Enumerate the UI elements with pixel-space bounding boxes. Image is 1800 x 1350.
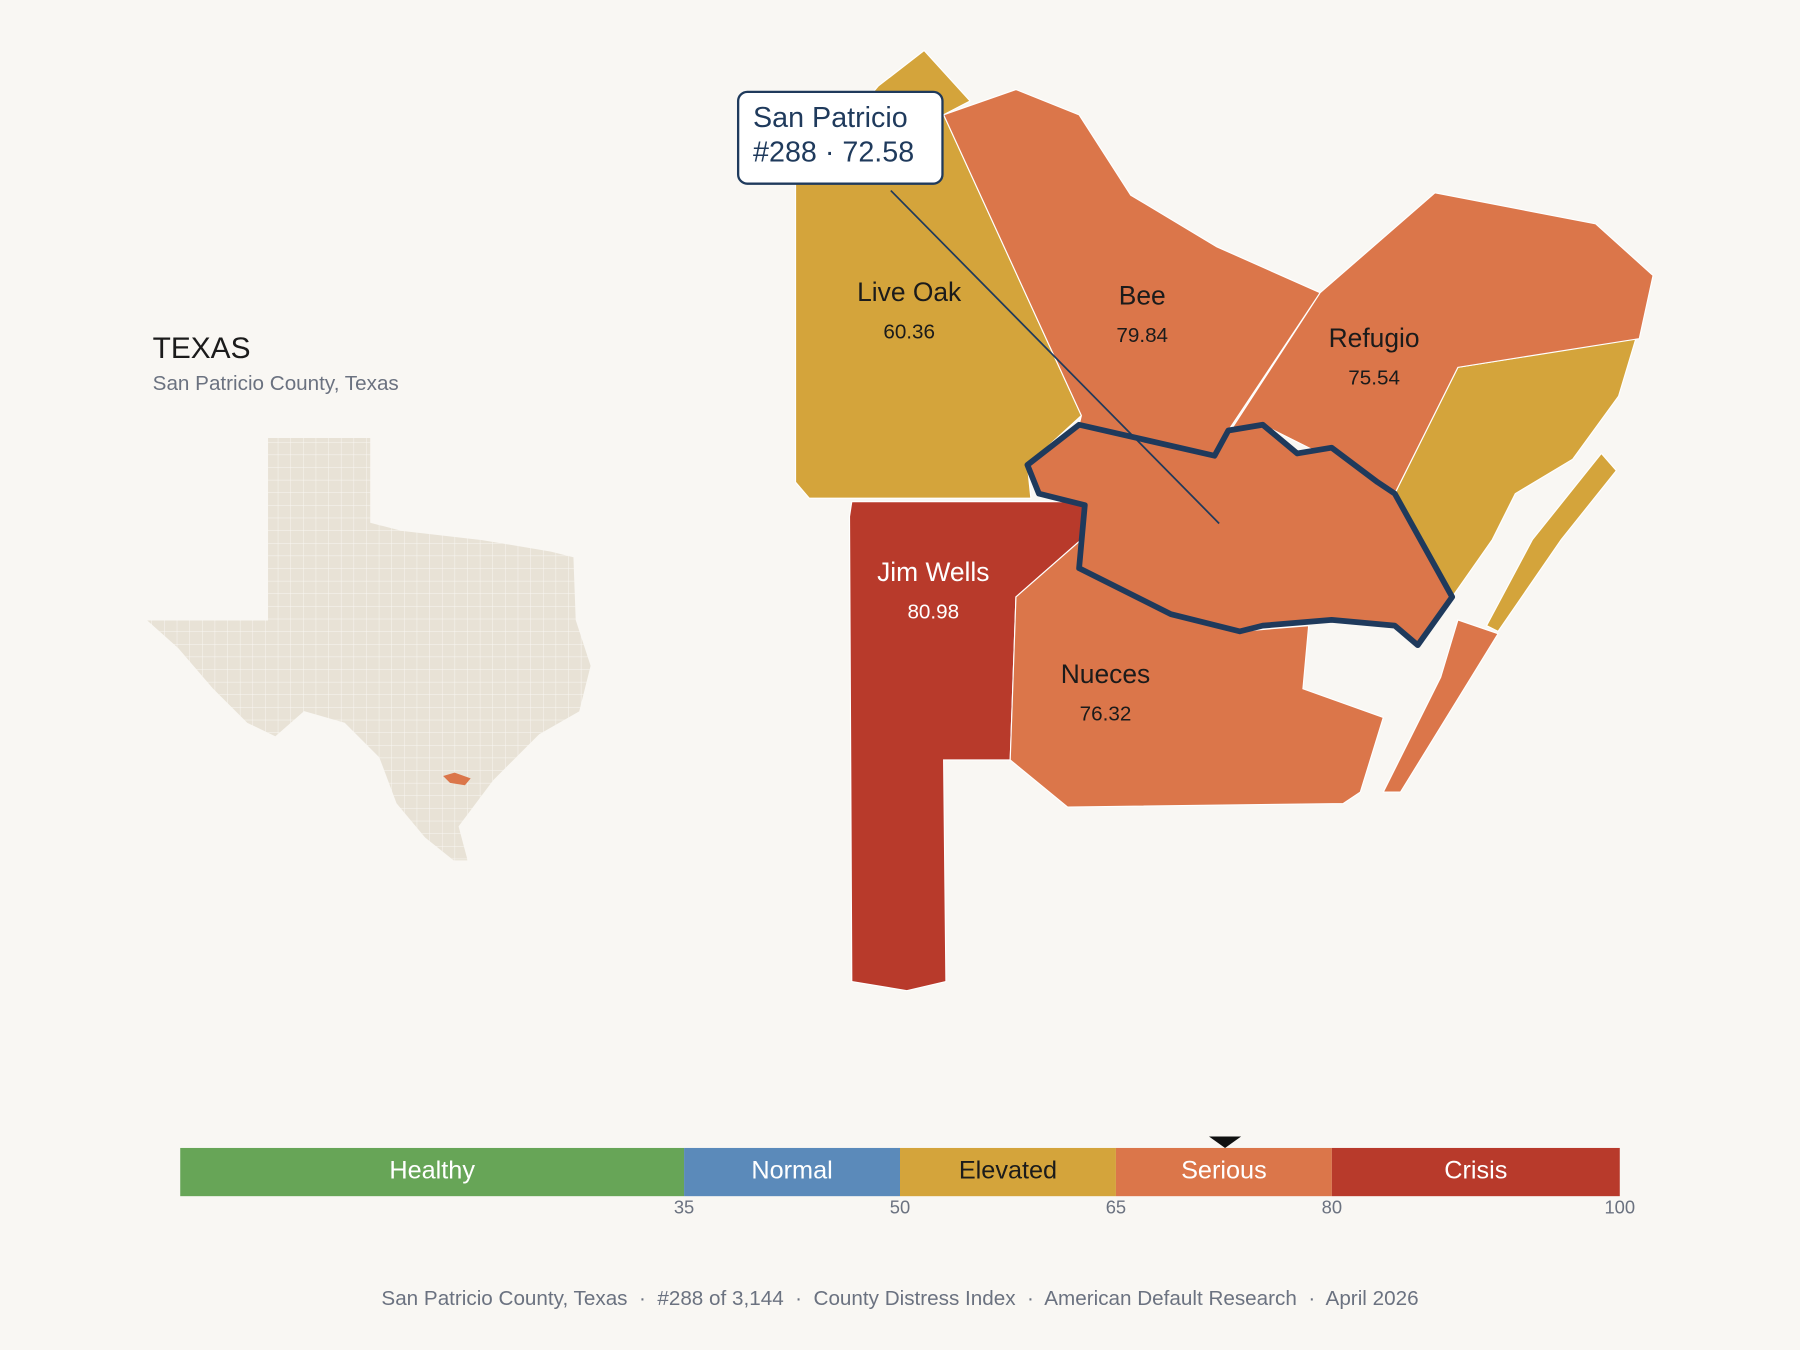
county-value: 76.32 (1080, 703, 1132, 726)
legend-band (684, 1147, 900, 1197)
county-name: Live Oak (857, 277, 962, 307)
inset-highlight (443, 772, 471, 786)
legend-tick-label: 35 (674, 1197, 694, 1218)
legend: Healthy Normal Elevated Serious Crisis 35 50 65… (180, 1136, 1635, 1218)
county-value: 75.54 (1348, 366, 1400, 389)
legend-band (1331, 1147, 1620, 1197)
county-value: 80.98 (907, 600, 959, 623)
legend-band-label: Elevated (959, 1157, 1057, 1185)
callout-name: San Patricio (753, 102, 908, 134)
footer: San Patricio County, Texas · #288 of 3,1… (381, 1287, 1418, 1310)
inset-subtitle: San Patricio County, Texas (153, 372, 399, 395)
legend-band-label: Normal (751, 1157, 832, 1185)
county-map: Live Oak 60.36 Bee 79.84 Refugio 75.54 Jim Wel… (794, 49, 1654, 992)
county-name: Nueces (1061, 659, 1150, 689)
legend-tick-label: 100 (1604, 1197, 1635, 1218)
texas-inset: TEXAS San Patricio County, Texas (144, 332, 592, 862)
calhoun-strip (1485, 452, 1618, 633)
inset-title: TEXAS (153, 332, 251, 365)
legend-tick-label: 80 (1322, 1197, 1342, 1218)
callout: San Patricio #288 · 72.58 (736, 90, 1220, 525)
legend-band-label: Serious (1181, 1157, 1267, 1185)
county-name: Refugio (1329, 323, 1420, 353)
county-name: Bee (1119, 280, 1166, 310)
callout-text: #288 · 72.58 (753, 136, 914, 168)
legend-band-label: Healthy (389, 1157, 475, 1185)
texas-outline (144, 436, 592, 862)
legend-band-label: Crisis (1444, 1157, 1507, 1185)
highlighted-county (1024, 421, 1456, 649)
county-value: 60.36 (883, 320, 935, 343)
county-value: 79.84 (1116, 324, 1168, 347)
county-name: Jim Wells (877, 557, 989, 587)
kleberg-strip (1382, 619, 1499, 793)
legend-band (180, 1147, 685, 1197)
value-marker (1208, 1136, 1242, 1148)
callout-box (736, 90, 944, 185)
legend-tick-label: 50 (890, 1197, 910, 1218)
legend-band (1115, 1147, 1332, 1197)
legend-tick-label: 65 (1106, 1197, 1126, 1218)
callout-leader (890, 189, 1220, 525)
legend-band (900, 1147, 1116, 1197)
